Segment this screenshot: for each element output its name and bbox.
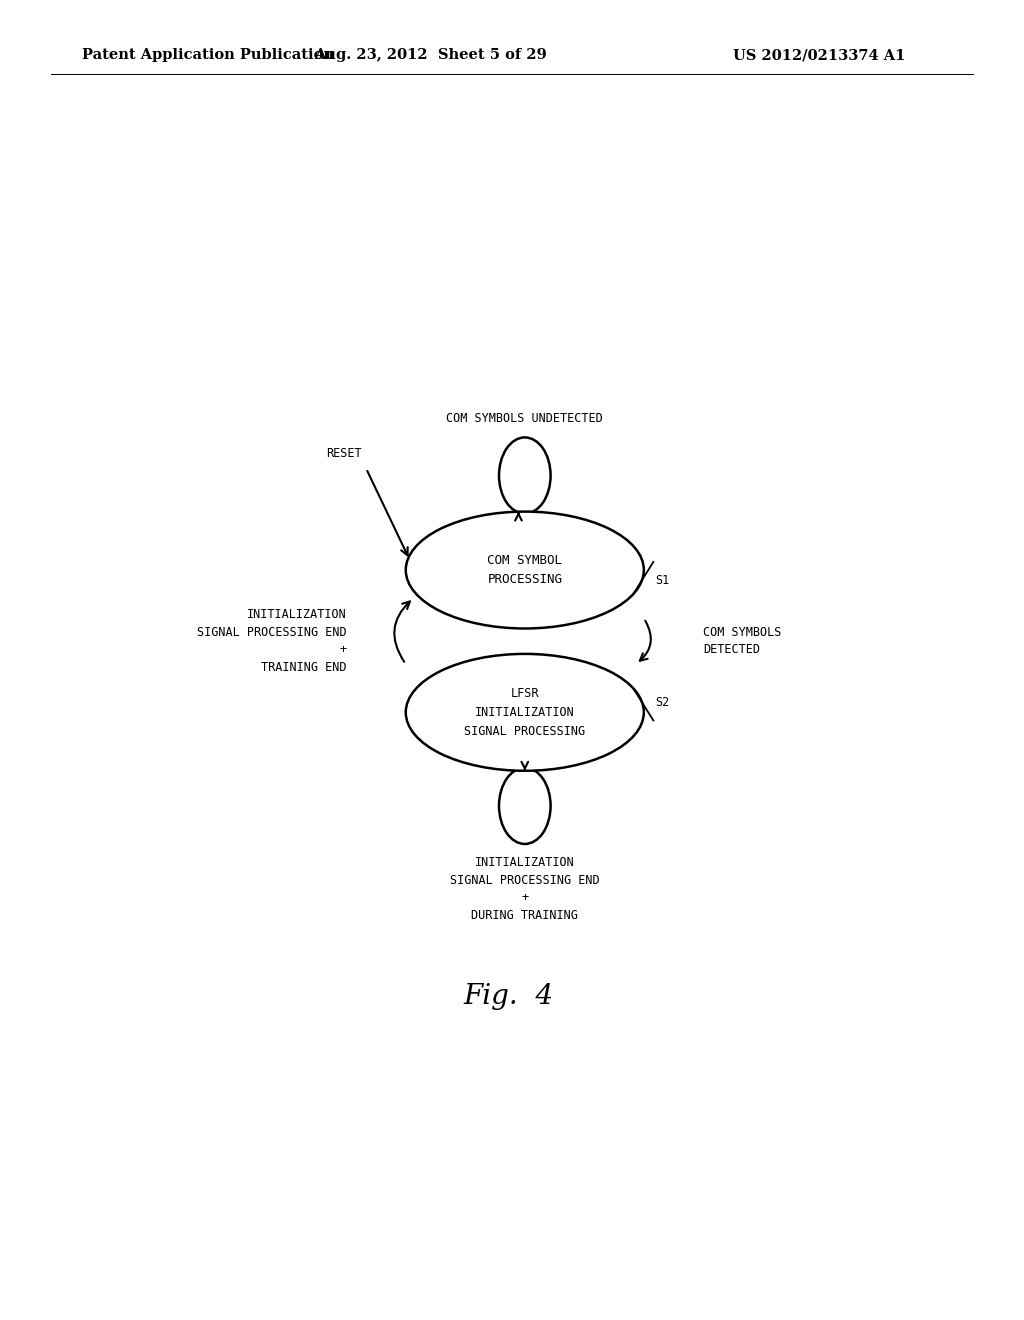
Ellipse shape	[406, 653, 644, 771]
Text: INITIALIZATION
SIGNAL PROCESSING END
+
DURING TRAINING: INITIALIZATION SIGNAL PROCESSING END + D…	[450, 857, 600, 921]
Ellipse shape	[499, 768, 551, 843]
Text: Fig.  4: Fig. 4	[464, 983, 554, 1010]
Text: S2: S2	[655, 696, 670, 709]
Text: US 2012/0213374 A1: US 2012/0213374 A1	[733, 49, 905, 62]
Text: COM SYMBOLS
DETECTED: COM SYMBOLS DETECTED	[703, 626, 781, 656]
Ellipse shape	[499, 437, 551, 513]
Text: COM SYMBOLS UNDETECTED: COM SYMBOLS UNDETECTED	[446, 412, 603, 425]
Text: COM SYMBOL
PROCESSING: COM SYMBOL PROCESSING	[487, 554, 562, 586]
Text: Patent Application Publication: Patent Application Publication	[82, 49, 334, 62]
Text: S1: S1	[655, 574, 670, 586]
Text: Aug. 23, 2012  Sheet 5 of 29: Aug. 23, 2012 Sheet 5 of 29	[313, 49, 547, 62]
Ellipse shape	[406, 512, 644, 628]
Text: RESET: RESET	[327, 447, 362, 461]
Text: LFSR
INITIALIZATION
SIGNAL PROCESSING: LFSR INITIALIZATION SIGNAL PROCESSING	[464, 686, 586, 738]
Text: INITIALIZATION
SIGNAL PROCESSING END
+
TRAINING END: INITIALIZATION SIGNAL PROCESSING END + T…	[197, 609, 346, 675]
